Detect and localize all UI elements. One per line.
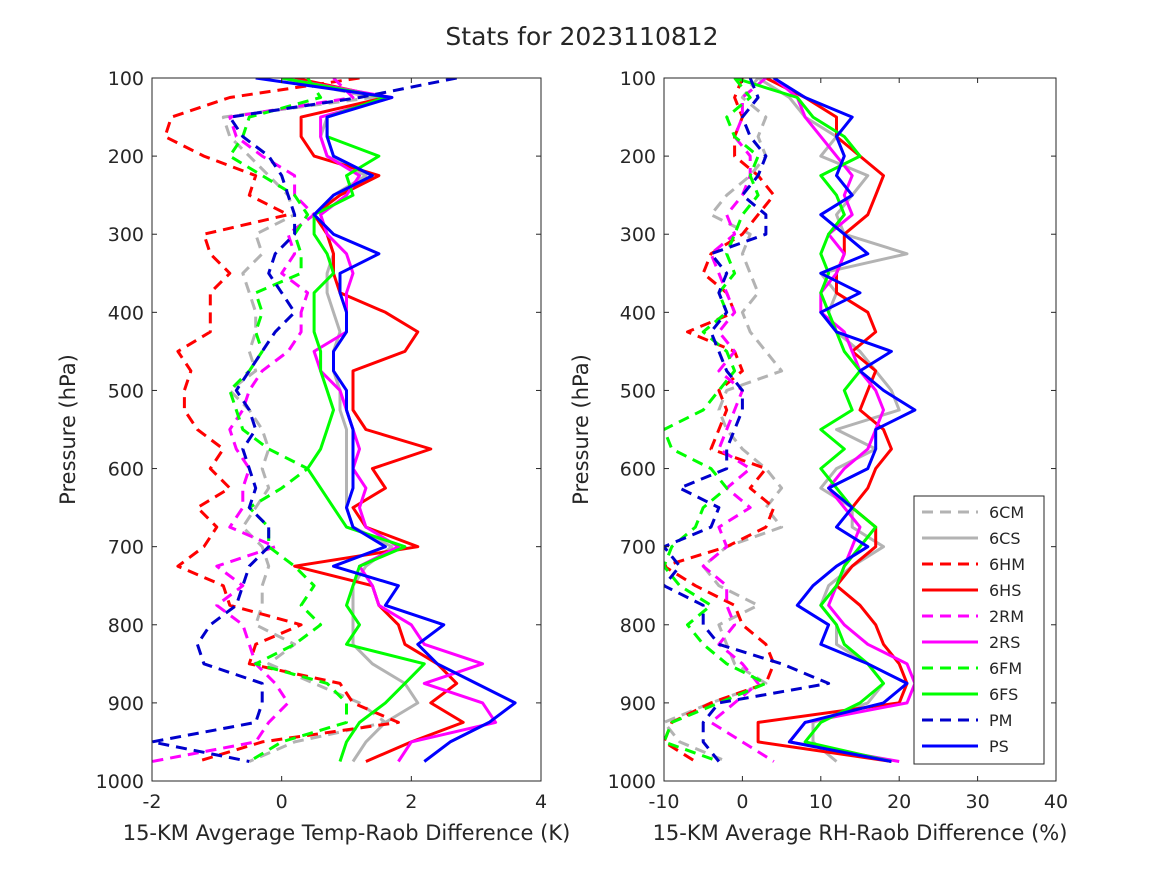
y-tick-label: 500 (108, 380, 144, 402)
legend-label-6cm: 6CM (989, 503, 1024, 522)
y-tick-label: 1000 (608, 771, 656, 793)
legend-items: 6CM 6CS 6HM 6HS 2RM 2RS 6FM 6FS PM PS (922, 503, 1025, 756)
legend-label-6cs: 6CS (989, 529, 1021, 548)
series-line-6hs (756, 78, 909, 763)
legend-label-pm: PM (989, 711, 1012, 730)
y-tick-label: 300 (620, 224, 656, 246)
x-tick-label: 2 (405, 791, 417, 813)
y-tick-label: 700 (108, 537, 144, 559)
y-tick-label: 900 (108, 693, 144, 715)
series-line-ps (773, 78, 917, 763)
temp-series-lines (152, 78, 517, 763)
series-line-6fm (228, 78, 348, 763)
x-tick-label: -10 (648, 791, 679, 813)
figure-title: Stats for 2023110812 (445, 22, 718, 51)
rh-axes-box (663, 77, 1057, 782)
legend-label-2rm: 2RM (989, 607, 1024, 626)
temp-y-axis-label: Pressure (hPa) (56, 354, 80, 505)
legend-label-6hs: 6HS (989, 581, 1021, 600)
x-tick-label: -2 (143, 791, 162, 813)
legend: 6CM 6CS 6HM 6HS 2RM 2RS 6FM 6FS PM PS (913, 495, 1045, 765)
series-line-6fs (734, 78, 892, 763)
legend-label-6fs: 6FS (989, 685, 1018, 704)
series-line-6fs (281, 78, 426, 762)
y-tick-label: 500 (620, 380, 656, 402)
rh-axis-ticks: -10 0 10 20 30 40 100 200 300 400 500 600 700 800 900 1… (608, 68, 1068, 813)
temp-x-axis-label: 15-KM Avgerage Temp-Raob Difference (K) (123, 821, 571, 845)
y-tick-label: 600 (108, 459, 144, 481)
series-line-2rs (281, 78, 498, 763)
series-line-6hs (293, 78, 465, 763)
y-tick-label: 600 (620, 459, 656, 481)
y-tick-label: 100 (108, 68, 144, 90)
legend-label-2rs: 2RS (989, 633, 1020, 652)
y-tick-label: 900 (620, 693, 656, 715)
rh-difference-panel: -10 0 10 20 30 40 100 200 300 400 500 600 700 800 900 1… (569, 68, 1068, 845)
y-tick-label: 400 (620, 302, 656, 324)
x-tick-label: 4 (535, 791, 547, 813)
series-line-pm (152, 78, 457, 763)
series-line-2rm (152, 78, 355, 763)
x-tick-label: 40 (1044, 791, 1068, 813)
series-line-6hm (664, 78, 776, 763)
rh-series-lines (664, 78, 917, 763)
y-tick-label: 800 (108, 615, 144, 637)
y-tick-label: 1000 (96, 771, 144, 793)
series-line-ps (255, 78, 517, 763)
legend-label-ps: PS (989, 737, 1009, 756)
y-tick-label: 200 (108, 146, 144, 168)
series-line-6cs (757, 78, 909, 763)
legend-label-6hm: 6HM (989, 555, 1025, 574)
y-tick-label: 400 (108, 302, 144, 324)
temp-axes-box (151, 77, 542, 782)
x-tick-label: 30 (966, 791, 990, 813)
y-tick-label: 800 (620, 615, 656, 637)
y-tick-label: 100 (620, 68, 656, 90)
temp-axis-ticks: -2 0 2 4 100 200 300 400 500 600 700 800 900 1000 (96, 68, 547, 813)
rh-x-axis-label: 15-KM Average RH-Raob Difference (%) (653, 821, 1068, 845)
series-line-2rs (772, 78, 917, 763)
x-tick-label: 0 (276, 791, 288, 813)
y-tick-label: 300 (108, 224, 144, 246)
y-tick-label: 700 (620, 537, 656, 559)
y-tick-label: 200 (620, 146, 656, 168)
x-tick-label: 20 (887, 791, 911, 813)
series-line-6hm (163, 78, 400, 763)
series-line-6fm (664, 78, 768, 763)
legend-box (913, 495, 1045, 765)
temp-difference-panel: -2 0 2 4 100 200 300 400 500 600 700 800 900 1000 15-… (56, 68, 570, 845)
series-line-pm (664, 78, 831, 763)
rh-y-axis-label: Pressure (hPa) (569, 354, 593, 505)
legend-label-6fm: 6FM (989, 659, 1022, 678)
x-tick-label: 0 (736, 791, 748, 813)
x-tick-label: 10 (809, 791, 833, 813)
